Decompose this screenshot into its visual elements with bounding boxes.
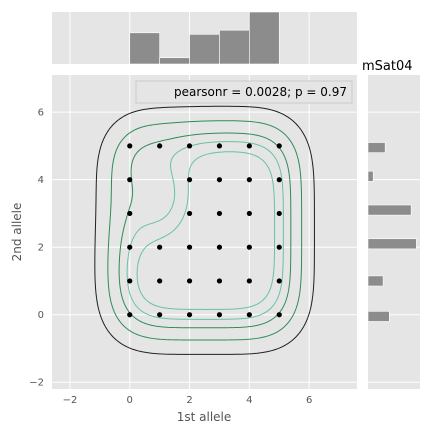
kde-contour-line	[94, 105, 315, 355]
scatter-point	[186, 210, 193, 217]
scatter-point	[157, 278, 163, 284]
top-marginal-bar	[159, 57, 190, 65]
x-axis-label: 1st allele	[177, 410, 232, 424]
x-tick-label: 0	[127, 395, 133, 406]
x-tick-label: 2	[186, 395, 192, 406]
legend-box	[135, 80, 353, 104]
scatter-point	[216, 278, 223, 284]
scatter-point	[127, 312, 133, 318]
top-marginal-bar	[249, 11, 280, 65]
top-marginal-bar	[189, 34, 220, 65]
scatter-point	[157, 244, 163, 250]
scatter-point	[216, 210, 223, 217]
top-marginal-bar	[129, 32, 160, 65]
right-marginal-bar	[367, 142, 386, 153]
scatter-point	[276, 312, 282, 318]
x-tick-labels: −2 0 2 4 6	[63, 395, 313, 406]
legend-annotation: pearsonr = 0.0028; p = 0.97	[174, 85, 347, 99]
x-tick-label: 4	[246, 395, 252, 406]
y-tick-label: 2	[38, 243, 44, 254]
scatter-point	[157, 312, 163, 318]
scatter-point	[246, 278, 252, 284]
scatter-point	[216, 177, 223, 183]
right-marginal-bar	[367, 204, 412, 216]
top-marginal-bar	[219, 29, 250, 65]
scatter-point	[246, 177, 252, 183]
plot-gridlines	[52, 75, 357, 389]
y-tick-label: 6	[38, 108, 44, 119]
scatter-point	[127, 177, 133, 183]
right-marginal-bar	[367, 311, 390, 322]
scatter-point	[246, 244, 252, 250]
x-tick-label: −2	[63, 395, 78, 406]
scatter-point	[276, 278, 282, 284]
scatter-point	[276, 244, 282, 250]
scatter-point	[276, 210, 282, 217]
scatter-point	[127, 210, 133, 217]
right-marginal-bar	[367, 238, 417, 250]
top-marginal-histogram	[52, 11, 357, 65]
y-tick-labels: −2 0 2 4 6	[29, 108, 44, 389]
scatter-point	[216, 143, 223, 149]
top-marginal-bars	[129, 11, 280, 65]
legend: pearsonr = 0.0028; p = 0.97	[135, 80, 353, 104]
joint-plot: −2 0 2 4 6 −2 0 2 4 6	[29, 75, 357, 406]
scatter-point	[127, 244, 133, 250]
y-tick-label: 0	[38, 310, 44, 321]
scatter-point	[246, 210, 252, 217]
chart-title: mSat04	[362, 59, 413, 74]
x-tick-label: 6	[306, 395, 312, 406]
scatter-point	[186, 312, 193, 318]
scatter-point	[127, 143, 133, 149]
right-marginal-background	[368, 75, 420, 389]
plot-background	[52, 75, 357, 389]
y-tick-label: −2	[29, 378, 44, 389]
kde-contour-line	[107, 120, 303, 341]
scatter-point	[216, 312, 223, 318]
y-tick-label: 4	[38, 175, 44, 186]
y-axis-label: 2nd allele	[10, 203, 24, 262]
scatter-point	[216, 244, 223, 250]
scatter-point	[246, 143, 252, 149]
scatter-point	[276, 143, 282, 149]
scatter-point	[186, 177, 193, 183]
right-marginal-bar	[367, 275, 384, 287]
scatter-point	[246, 312, 252, 318]
right-marginal-bar	[367, 170, 374, 182]
right-marginal-histogram	[367, 75, 420, 389]
scatter-point	[186, 278, 193, 284]
scatter-point	[186, 244, 193, 250]
scatter-point	[157, 143, 163, 149]
right-marginal-bars	[367, 142, 417, 322]
scatter-points	[127, 143, 282, 318]
scatter-point	[276, 177, 282, 183]
scatter-point	[186, 143, 193, 149]
kde-contour-line	[136, 151, 276, 310]
scatter-point	[127, 278, 133, 284]
